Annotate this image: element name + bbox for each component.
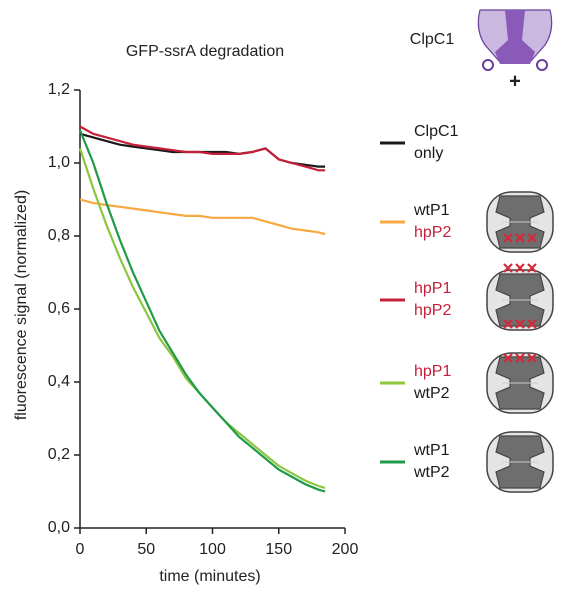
y-tick-label: 0,6 — [48, 300, 70, 317]
chart-title: GFP-ssrA degradation — [126, 43, 284, 60]
y-axis-label: fluorescence signal (normalized) — [13, 190, 30, 420]
data-line — [78, 148, 326, 489]
x-axis-label: time (minutes) — [159, 568, 260, 585]
y-tick-label: 0,0 — [48, 519, 70, 536]
legend-label: ClpC1 only — [414, 123, 459, 162]
data-line — [79, 125, 326, 172]
annotation: + — [509, 70, 521, 92]
x-tick-label: 100 — [199, 541, 226, 558]
y-tick-label: 1,0 — [48, 154, 70, 171]
y-tick-label: 0,2 — [48, 446, 70, 463]
x-tick-label: 0 — [76, 541, 85, 558]
y-tick-label: 0,8 — [48, 227, 70, 244]
data-line — [78, 129, 326, 493]
data-line — [79, 198, 326, 236]
legend-label: wtP1 wtP2 — [413, 442, 450, 481]
clpc1-icon — [477, 9, 553, 71]
annotation: ClpC1 — [410, 31, 455, 48]
legend-icons — [486, 191, 554, 493]
legend-label: wtP1 hpP2 — [413, 202, 451, 241]
x-tick-label: 200 — [332, 541, 359, 558]
legend-label: hpP1 wtP2 — [413, 363, 451, 402]
y-tick-label: 0,4 — [48, 373, 70, 390]
x-tick-label: 150 — [265, 541, 292, 558]
x-tick-label: 50 — [137, 541, 155, 558]
y-tick-label: 1,2 — [48, 81, 70, 98]
legend-label: hpP1 hpP2 — [414, 280, 451, 319]
